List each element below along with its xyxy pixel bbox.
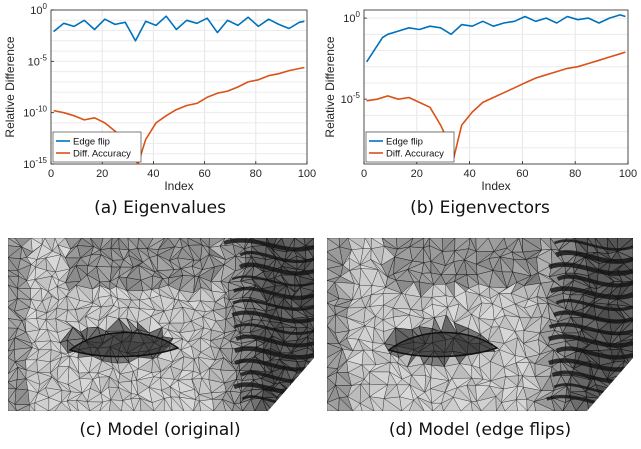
legend-label: Edge flip: [73, 137, 110, 148]
legend-box: [365, 131, 455, 163]
x-tick-label: 0: [361, 168, 367, 180]
x-tick-label: 100: [298, 168, 316, 180]
chart-eigenvectors: 0 20 40 60 80 100 100 10-5 Index Relative Differe…: [320, 0, 641, 200]
y-axis-label: Relative Difference: [323, 36, 337, 137]
x-tick-label: 40: [463, 168, 475, 180]
series-line-diff-accuracy: [366, 51, 626, 159]
chart-eigenvectors-svg: 0 20 40 60 80 100 100 10-5 Index Relative Differe…: [323, 9, 637, 193]
caption-d: (d) Model (edge flips): [388, 420, 572, 440]
y-tick-label: 10-5: [341, 91, 361, 106]
y-tick-label: 10-5: [28, 53, 48, 68]
mesh-wireframe: [327, 238, 633, 411]
x-tick-label: 60: [516, 168, 528, 180]
chart-eigenvalues-svg: 0 20 40 60 80 100 100 10-5 10-10 10-15 Index Relati…: [3, 2, 316, 193]
series-line-edge-flip: [365, 14, 626, 63]
caption-a: (a) Eigenvalues: [94, 198, 226, 218]
mesh-render-edge-flips: [327, 238, 633, 411]
x-tick-label: 80: [250, 168, 262, 180]
x-tick-label: 100: [619, 168, 637, 180]
x-axis-label: Index: [164, 179, 193, 193]
y-tick-label: 100: [343, 10, 360, 25]
y-tick-label: 10-10: [23, 105, 47, 120]
legend-label: Edge flip: [386, 137, 423, 148]
y-tick-label: 100: [30, 2, 47, 17]
y-axis-label: Relative Difference: [3, 36, 17, 137]
x-axis-label: Index: [481, 179, 510, 193]
x-tick-label: 60: [198, 168, 210, 180]
x-tick-label: 40: [147, 168, 159, 180]
mesh-render-original: [8, 238, 314, 411]
x-tick-label: 20: [411, 168, 423, 180]
axes-box: [363, 9, 629, 165]
legend-label: Diff. Accuracy: [386, 149, 444, 160]
x-tick-label: 80: [569, 168, 581, 180]
mesh-eye-region: [387, 331, 499, 358]
mesh-wireframe: [8, 238, 314, 411]
series-line-edge-flip: [53, 15, 305, 42]
y-tick-label: 10-15: [23, 156, 47, 171]
x-tick-label: 0: [48, 168, 54, 180]
caption-c: (c) Model (original): [79, 420, 241, 440]
mesh-eye-region: [68, 331, 180, 358]
chart-eigenvalues: 0 20 40 60 80 100 100 10-5 10-10 10-15 Index Relati…: [0, 0, 320, 200]
legend-label: Diff. Accuracy: [73, 149, 131, 160]
series-line-diff-accuracy: [53, 66, 305, 165]
mesh-hair-region: [223, 238, 314, 407]
axes-box: [50, 9, 308, 165]
caption-b: (b) Eigenvectors: [410, 198, 550, 218]
x-tick-label: 20: [96, 168, 108, 180]
legend-box: [52, 131, 142, 163]
